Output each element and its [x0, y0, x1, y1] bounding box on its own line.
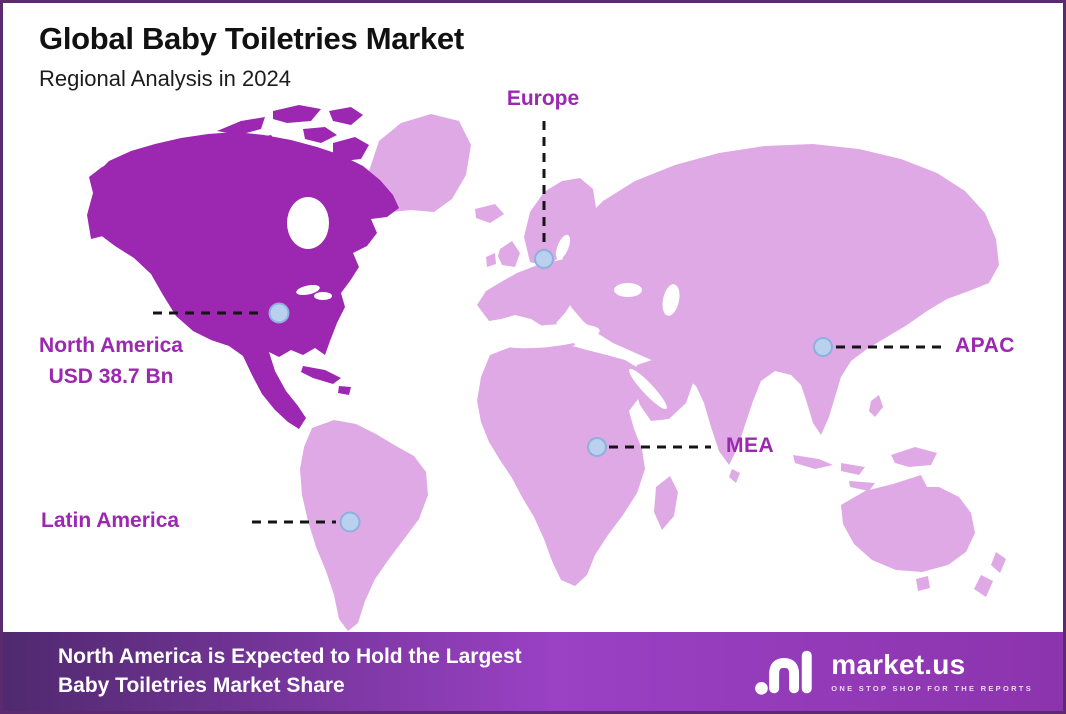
continent-oceania: [841, 447, 1006, 597]
continent-south-america: [300, 420, 428, 631]
footer-banner: North America is Expected to Hold the La…: [3, 632, 1063, 711]
page-title: Global Baby Toiletries Market: [39, 21, 464, 56]
north-america-value: USD 38.7 Bn: [48, 365, 174, 388]
banner-line-1: North America is Expected to Hold the La…: [58, 644, 522, 668]
region-label-latin-america: Latin America: [41, 509, 180, 532]
region-label-apac: APAC: [955, 334, 1015, 357]
market-us-logo: market.us ONE STOP SHOP FOR THE REPORTS: [752, 643, 1033, 701]
continent-africa: [477, 342, 678, 586]
logo-tagline: ONE STOP SHOP FOR THE REPORTS: [831, 683, 1033, 693]
page-subtitle: Regional Analysis in 2024: [39, 66, 291, 91]
banner-line-2: Baby Toiletries Market Share: [58, 673, 345, 697]
region-label-north-america: North America USD 38.7 Bn: [11, 330, 211, 392]
world-map: [87, 105, 1006, 631]
marker-europe: [534, 249, 554, 269]
header: Global Baby Toiletries Market Regional A…: [39, 21, 464, 92]
marker-latin-america: [339, 511, 361, 533]
continent-asia: [561, 144, 999, 491]
market-us-logo-mark: [755, 650, 812, 695]
region-label-mea: MEA: [726, 434, 775, 457]
continent-greenland: [369, 114, 504, 223]
marker-north-america: [268, 302, 290, 324]
banner-text: North America is Expected to Hold the La…: [58, 643, 522, 701]
sea-overlays: [287, 197, 680, 410]
marker-apac: [813, 337, 833, 357]
region-label-europe: Europe: [506, 87, 580, 110]
logo-name: market.us: [831, 648, 966, 680]
market-us-logo-text: market.us ONE STOP SHOP FOR THE REPORTS: [831, 648, 1033, 693]
north-america-name: North America: [39, 334, 183, 357]
marker-mea: [587, 437, 607, 457]
